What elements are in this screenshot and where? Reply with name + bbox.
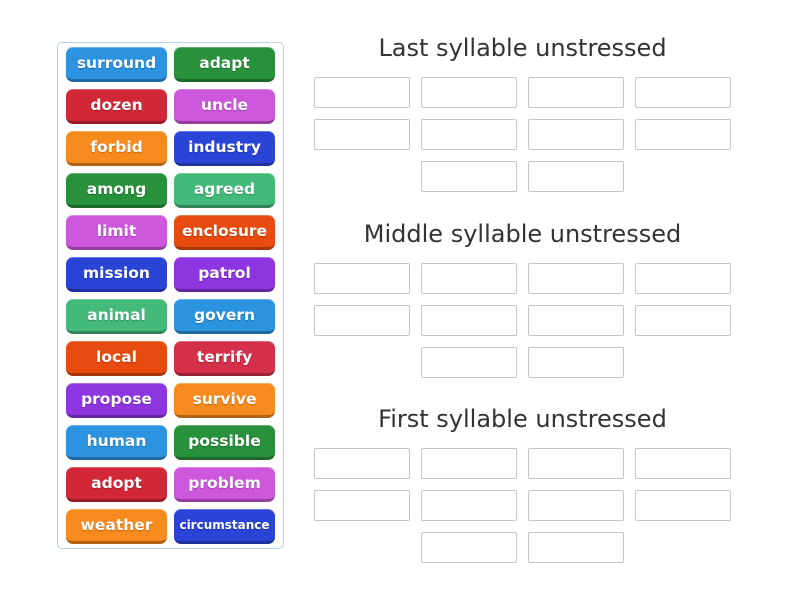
drop-slot[interactable]	[421, 161, 517, 192]
word-tile-human[interactable]: human	[66, 425, 167, 460]
word-tile-dozen[interactable]: dozen	[66, 89, 167, 124]
drop-slot[interactable]	[314, 77, 410, 108]
drop-slot[interactable]	[314, 305, 410, 336]
word-tile-circumstance[interactable]: circumstance	[174, 509, 275, 544]
word-tile-problem[interactable]: problem	[174, 467, 275, 502]
slot-row	[314, 161, 731, 192]
slot-row	[314, 490, 731, 521]
drop-slot[interactable]	[528, 161, 624, 192]
slot-row	[314, 263, 731, 294]
word-tile-agreed[interactable]: agreed	[174, 173, 275, 208]
word-tile-uncle[interactable]: uncle	[174, 89, 275, 124]
slot-row	[314, 119, 731, 150]
drop-slot[interactable]	[528, 77, 624, 108]
drop-slot[interactable]	[421, 347, 517, 378]
word-tile-propose[interactable]: propose	[66, 383, 167, 418]
drop-slot[interactable]	[635, 305, 731, 336]
drop-slot[interactable]	[528, 490, 624, 521]
word-tile-limit[interactable]: limit	[66, 215, 167, 250]
drop-slot[interactable]	[635, 77, 731, 108]
word-tile-terrify[interactable]: terrify	[174, 341, 275, 376]
word-tile-among[interactable]: among	[66, 173, 167, 208]
drop-slot[interactable]	[635, 448, 731, 479]
word-tile-weather[interactable]: weather	[66, 509, 167, 544]
word-tile-forbid[interactable]: forbid	[66, 131, 167, 166]
drop-slot[interactable]	[314, 119, 410, 150]
word-tile-surround[interactable]: surround	[66, 47, 167, 82]
drop-slot[interactable]	[421, 263, 517, 294]
word-tile-possible[interactable]: possible	[174, 425, 275, 460]
drop-slot[interactable]	[421, 119, 517, 150]
word-tile-adapt[interactable]: adapt	[174, 47, 275, 82]
slot-row	[314, 77, 731, 108]
group-last-syllable-unstressed: Last syllable unstressed	[314, 33, 731, 192]
drop-slot[interactable]	[528, 263, 624, 294]
word-tile-animal[interactable]: animal	[66, 299, 167, 334]
drop-slot[interactable]	[421, 305, 517, 336]
drop-slot[interactable]	[635, 490, 731, 521]
group-middle-syllable-unstressed: Middle syllable unstressed	[314, 219, 731, 378]
word-tile-survive[interactable]: survive	[174, 383, 275, 418]
drop-slot[interactable]	[528, 448, 624, 479]
drop-slot[interactable]	[314, 448, 410, 479]
group-first-syllable-unstressed: First syllable unstressed	[314, 404, 731, 563]
drop-slot[interactable]	[314, 490, 410, 521]
drop-slot[interactable]	[314, 263, 410, 294]
group-title: Last syllable unstressed	[378, 34, 667, 62]
drop-slot[interactable]	[528, 532, 624, 563]
drop-slot[interactable]	[528, 347, 624, 378]
drop-slot[interactable]	[635, 119, 731, 150]
word-tile-enclosure[interactable]: enclosure	[174, 215, 275, 250]
drop-slot[interactable]	[635, 263, 731, 294]
word-tile-mission[interactable]: mission	[66, 257, 167, 292]
slot-row	[314, 448, 731, 479]
word-bank: surround adapt dozen uncle forbid industry amo…	[57, 42, 284, 549]
group-title: Middle syllable unstressed	[363, 220, 682, 248]
group-title: First syllable unstressed	[378, 405, 667, 433]
drop-slot[interactable]	[421, 77, 517, 108]
drop-slot[interactable]	[528, 305, 624, 336]
word-tile-industry[interactable]: industry	[174, 131, 275, 166]
drop-slot[interactable]	[528, 119, 624, 150]
slot-row	[314, 347, 731, 378]
slot-row	[314, 305, 731, 336]
drop-slot[interactable]	[421, 490, 517, 521]
word-tile-govern[interactable]: govern	[174, 299, 275, 334]
slot-row	[314, 532, 731, 563]
drop-slot[interactable]	[421, 532, 517, 563]
word-tile-local[interactable]: local	[66, 341, 167, 376]
drop-slot[interactable]	[421, 448, 517, 479]
word-tile-patrol[interactable]: patrol	[174, 257, 275, 292]
word-tile-adopt[interactable]: adopt	[66, 467, 167, 502]
